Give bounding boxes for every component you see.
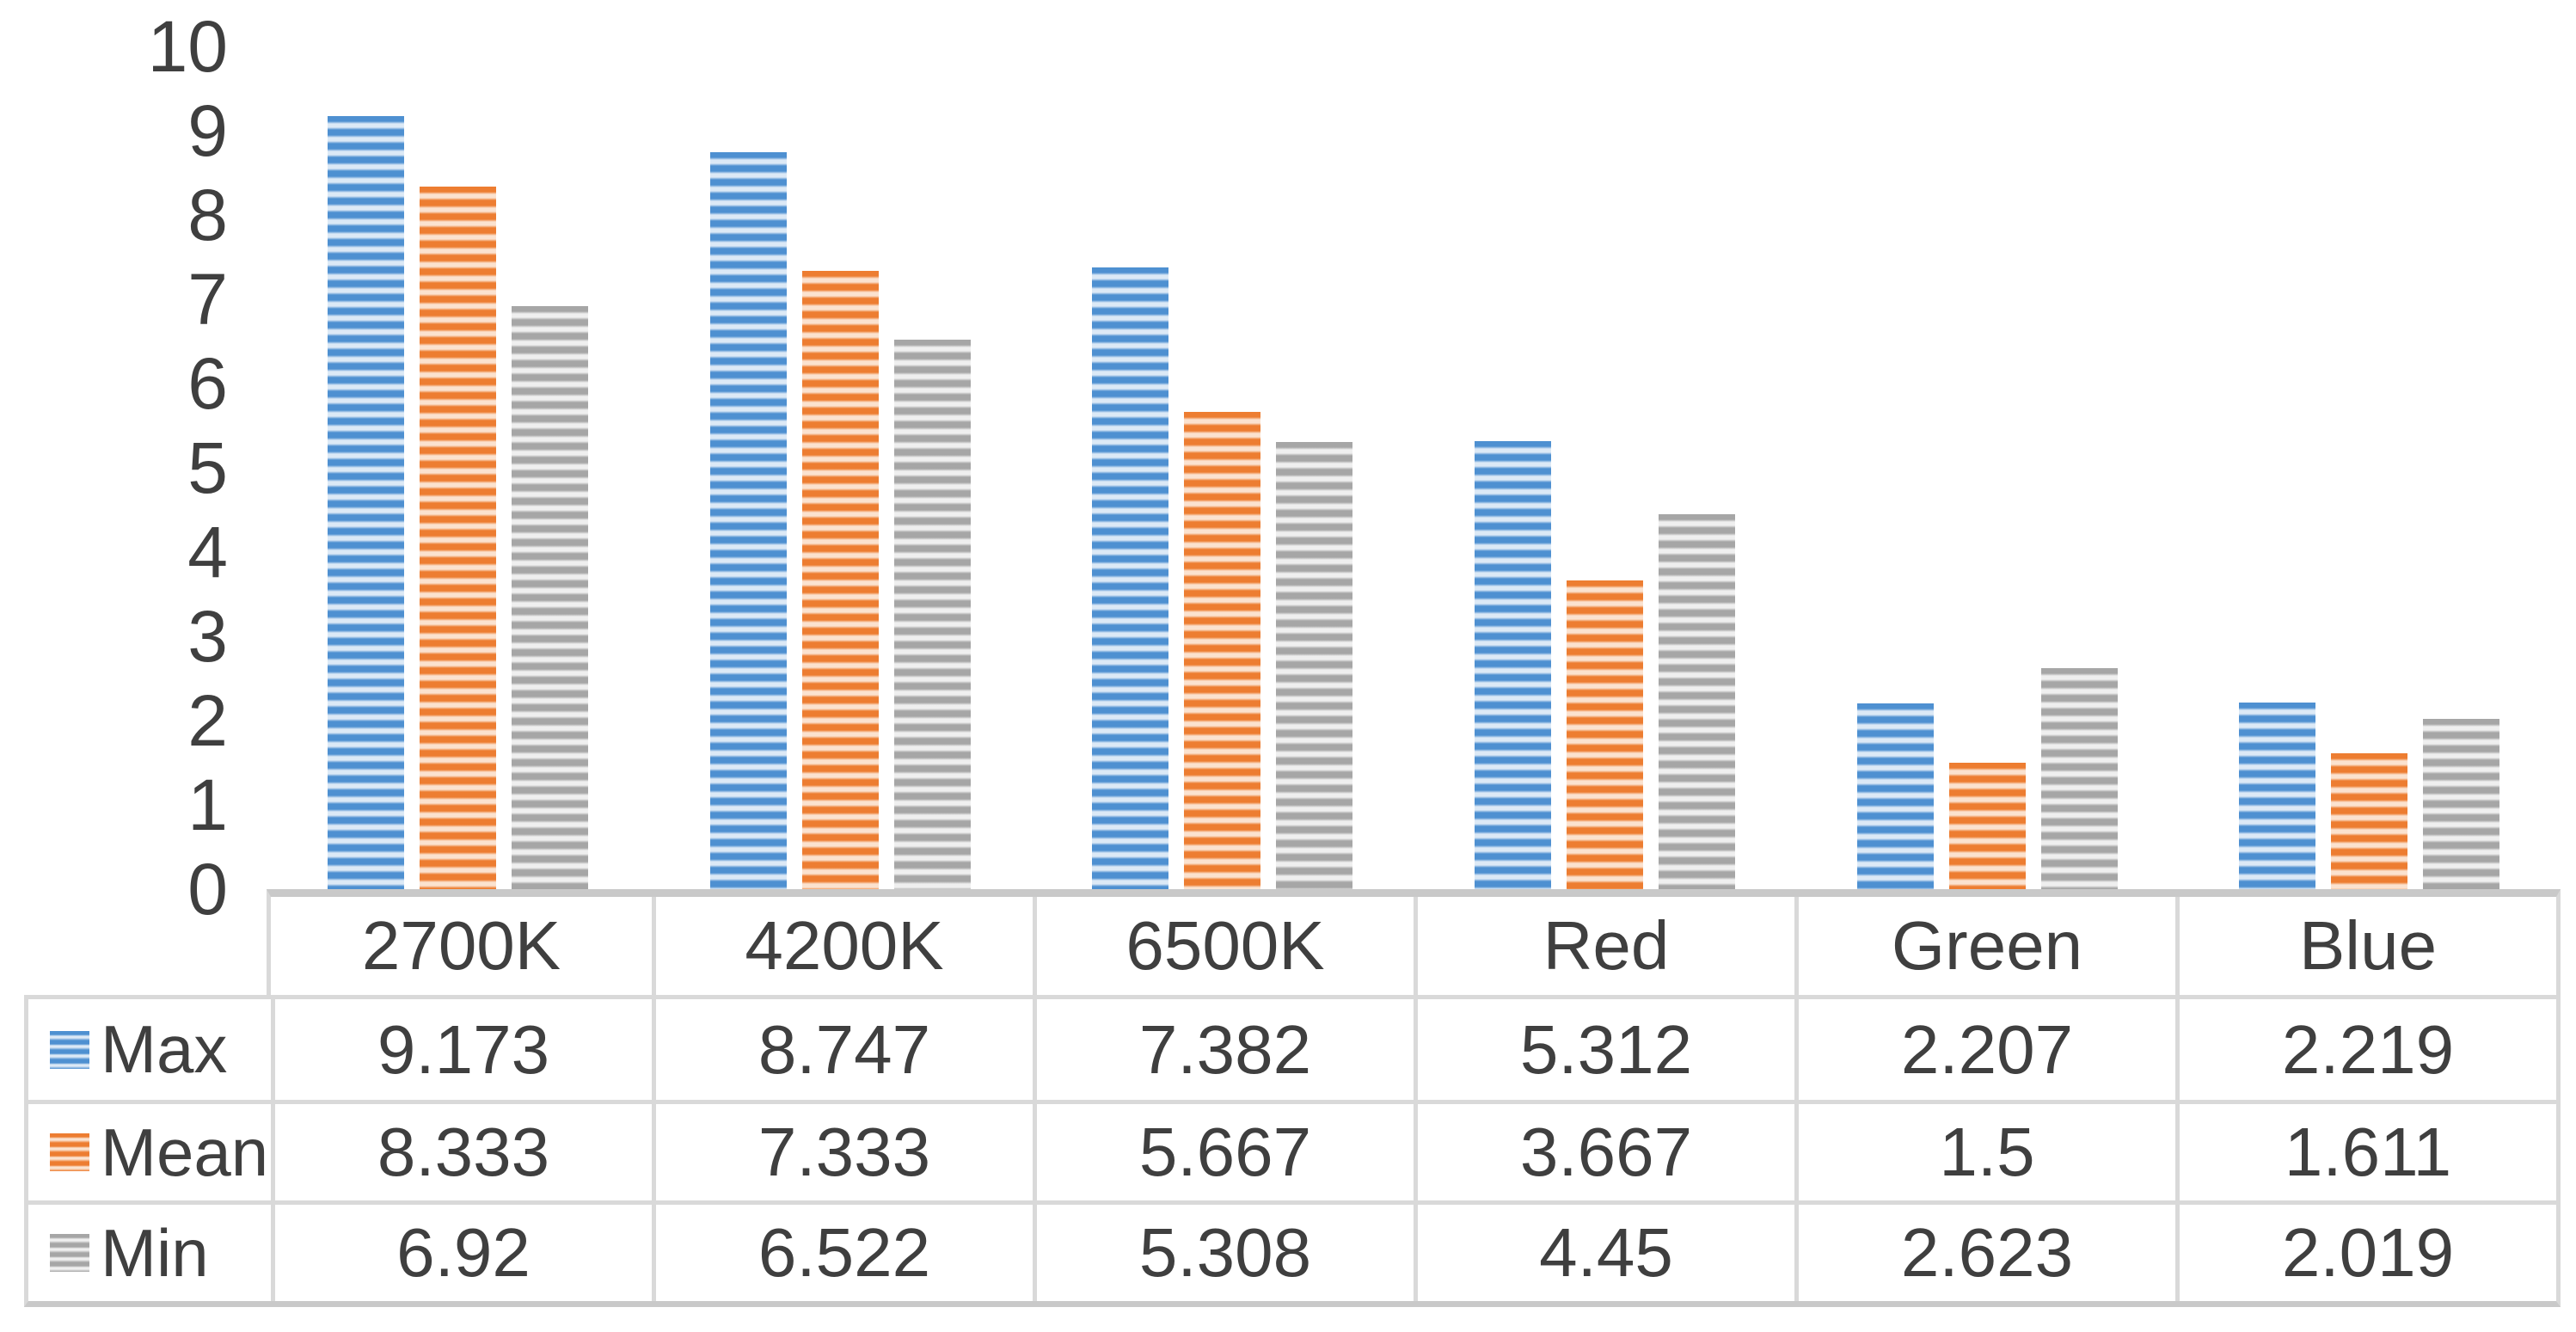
category-header-2700k: 2700K bbox=[361, 907, 561, 984]
bar-max-blue bbox=[2239, 702, 2316, 889]
legend-cell-min: Min bbox=[28, 1200, 271, 1301]
cell-min-blue: 2.019 bbox=[2175, 1200, 2556, 1301]
cell-mean-blue: 1.611 bbox=[2175, 1100, 2556, 1200]
y-tick-label-6: 6 bbox=[187, 343, 228, 424]
category-header-green: Green bbox=[1794, 897, 2175, 995]
y-tick-label-9: 9 bbox=[187, 90, 228, 171]
y-tick-label-0: 0 bbox=[187, 849, 228, 930]
bar-max-red bbox=[1474, 441, 1551, 889]
y-tick-label-1: 1 bbox=[187, 764, 228, 845]
cell-max-red: 5.312 bbox=[1414, 999, 1794, 1100]
cell-min-6500k: 5.308 bbox=[1033, 1200, 1414, 1301]
legend-key-max-icon bbox=[50, 1030, 89, 1069]
category-header-6500k: 6500K bbox=[1033, 897, 1414, 995]
category-header-blue: Blue bbox=[2175, 897, 2556, 995]
bar-mean-blue bbox=[2331, 753, 2408, 889]
y-tick-label-3: 3 bbox=[187, 596, 228, 677]
cell-max-2700k: 9.173 bbox=[271, 999, 652, 1100]
legend-cell-max: Max bbox=[28, 999, 271, 1100]
bar-mean-2700k bbox=[419, 187, 496, 889]
cell-max-6500k: 7.382 bbox=[1033, 999, 1414, 1100]
bar-min-2700k bbox=[511, 305, 588, 889]
cell-max-blue: 2.219 bbox=[2175, 999, 2556, 1100]
cell-mean-6500k: 5.667 bbox=[1033, 1100, 1414, 1200]
cell-mean-2700k: 8.333 bbox=[271, 1100, 652, 1200]
legend-cell-mean: Mean bbox=[28, 1100, 271, 1200]
y-tick-label-8: 8 bbox=[187, 175, 228, 255]
cell-max-green: 2.207 bbox=[1794, 999, 2175, 1100]
bar-min-green bbox=[2040, 667, 2118, 889]
bar-max-green bbox=[1856, 703, 1934, 889]
bar-min-6500k bbox=[1276, 441, 1353, 889]
category-header-row: 2700K 4200K 6500K Red Green Blue bbox=[267, 889, 2561, 995]
y-tick-label-7: 7 bbox=[187, 259, 228, 340]
bar-mean-green bbox=[1948, 763, 2026, 889]
bar-max-6500k bbox=[1092, 267, 1169, 889]
bar-mean-red bbox=[1566, 580, 1643, 889]
cell-max-4200k: 8.747 bbox=[652, 999, 1033, 1100]
cell-min-4200k: 6.522 bbox=[652, 1200, 1033, 1301]
cell-mean-red: 3.667 bbox=[1414, 1100, 1794, 1200]
data-table-body: Max 9.173 8.747 7.382 5.312 2.207 2.219 Mean 8.3… bbox=[24, 995, 2561, 1307]
y-tick-label-10: 10 bbox=[147, 6, 228, 87]
y-tick-label-5: 5 bbox=[187, 427, 228, 508]
category-header-4200k: 4200K bbox=[652, 897, 1033, 995]
cell-mean-4200k: 7.333 bbox=[652, 1100, 1033, 1200]
category-header-red: Red bbox=[1414, 897, 1794, 995]
legend-label-max: Max bbox=[101, 1011, 228, 1087]
bar-mean-6500k bbox=[1184, 411, 1261, 889]
legend-label-mean: Mean bbox=[101, 1114, 269, 1190]
legend-key-mean-icon bbox=[50, 1133, 89, 1171]
legend-label-min: Min bbox=[101, 1214, 209, 1291]
cell-min-red: 4.45 bbox=[1414, 1200, 1794, 1301]
legend-key-min-icon bbox=[50, 1234, 89, 1272]
bar-min-red bbox=[1658, 513, 1735, 889]
cell-min-2700k: 6.92 bbox=[271, 1200, 652, 1301]
bar-max-2700k bbox=[327, 116, 404, 889]
y-tick-label-2: 2 bbox=[187, 680, 228, 761]
cell-min-green: 2.623 bbox=[1794, 1200, 2175, 1301]
y-tick-label-4: 4 bbox=[187, 512, 228, 592]
bar-min-blue bbox=[2423, 719, 2500, 889]
bar-min-4200k bbox=[893, 339, 971, 889]
bar-max-4200k bbox=[709, 151, 787, 889]
cell-mean-green: 1.5 bbox=[1794, 1100, 2175, 1200]
bar-mean-4200k bbox=[801, 271, 879, 889]
